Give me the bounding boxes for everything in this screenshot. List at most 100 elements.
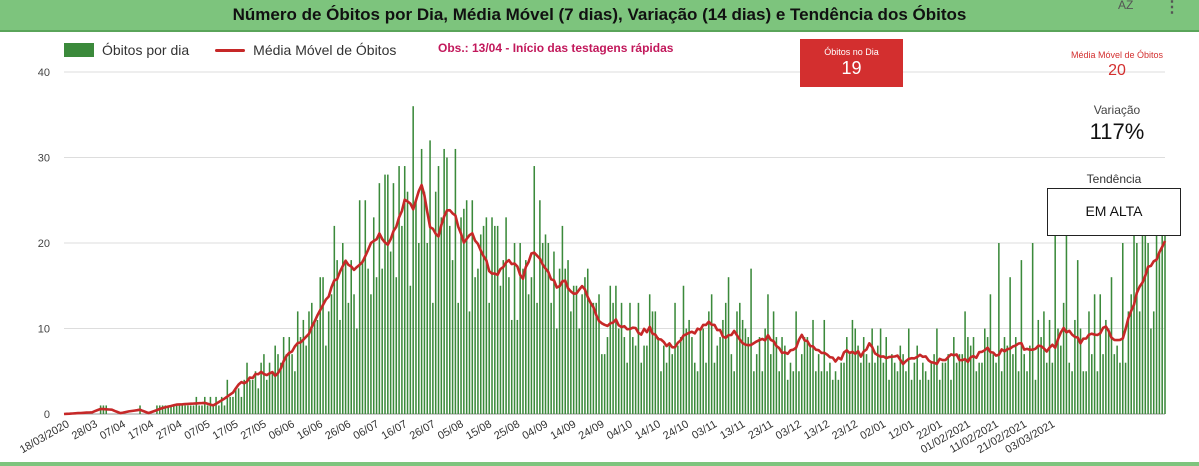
daily-death-bar [251, 379, 254, 414]
daily-death-bar [741, 319, 744, 414]
daily-death-bar [784, 345, 786, 414]
daily-death-bar [919, 379, 921, 414]
daily-death-bar [550, 302, 552, 414]
daily-death-bar [595, 302, 597, 414]
daily-death-bar [530, 277, 533, 414]
daily-death-bar [440, 217, 443, 414]
x-tick-label: 06/06 [267, 418, 297, 442]
daily-death-bar [1012, 354, 1014, 414]
daily-death-bar [274, 345, 276, 414]
daily-death-bar [541, 243, 544, 414]
x-tick-label: 16/06 [295, 418, 325, 442]
daily-death-bar [556, 328, 558, 414]
daily-death-bar [1130, 294, 1132, 414]
daily-death-bar [341, 243, 344, 414]
x-tick-label: 07/04 [98, 418, 128, 442]
x-tick-label: 17/05 [211, 418, 241, 442]
variation-value: 117% [1089, 119, 1145, 144]
daily-death-bar [708, 311, 710, 414]
daily-death-bar [967, 337, 969, 414]
daily-death-bar [767, 294, 769, 414]
daily-death-bar [539, 200, 541, 414]
daily-death-bar [1116, 345, 1118, 414]
daily-death-bar [403, 166, 406, 414]
daily-death-bar [161, 405, 164, 414]
daily-death-bar [1048, 319, 1051, 414]
daily-death-bar [1105, 319, 1107, 414]
daily-death-bar [972, 337, 975, 414]
daily-death-bar [446, 157, 448, 414]
daily-death-bar [491, 217, 493, 414]
daily-death-bar [795, 311, 797, 414]
daily-death-bar [398, 166, 400, 414]
daily-death-bar [522, 268, 524, 414]
daily-death-bar [1138, 311, 1141, 414]
x-tick-label: 16/07 [380, 418, 410, 442]
daily-death-bar [800, 354, 803, 414]
daily-death-bar [654, 311, 657, 414]
deaths-today-label: Óbitos no Dia [824, 47, 879, 57]
daily-death-bar [1071, 371, 1073, 414]
daily-death-bar [1158, 251, 1161, 414]
daily-death-bar [1082, 371, 1085, 414]
daily-death-bar [775, 337, 778, 414]
daily-death-bar [806, 337, 809, 414]
daily-death-bar [713, 362, 716, 414]
daily-death-bar [865, 354, 868, 414]
daily-death-bar [260, 362, 262, 414]
daily-death-bar [482, 225, 485, 414]
daily-death-bar [525, 260, 527, 414]
daily-death-bar [871, 328, 873, 414]
x-tick-label: 23/12 [830, 418, 860, 442]
daily-death-bar [998, 243, 1000, 414]
daily-death-bar [1068, 362, 1071, 414]
x-tick-label: 18/03/2020 [18, 418, 72, 456]
daily-death-bar [660, 371, 662, 414]
sort-icon[interactable]: AZ [1118, 0, 1134, 12]
daily-death-bar [350, 260, 352, 414]
daily-death-bar [387, 174, 389, 414]
daily-death-bar [344, 260, 347, 414]
daily-death-bar [705, 362, 707, 414]
daily-death-bar [189, 405, 192, 414]
daily-death-bar [902, 354, 904, 414]
daily-death-bar [710, 294, 713, 414]
x-tick-label: 28/03 [70, 418, 100, 442]
daily-death-bar [1088, 311, 1090, 414]
menu-icon[interactable]: ⋮ [1164, 0, 1180, 16]
daily-death-bar [223, 405, 226, 414]
daily-death-bar [316, 319, 319, 414]
daily-death-bar [401, 225, 403, 414]
daily-death-bar [578, 328, 581, 414]
daily-death-bar [1102, 354, 1104, 414]
daily-death-bar [280, 362, 282, 414]
daily-death-bar [358, 200, 361, 414]
daily-death-bar [567, 260, 569, 414]
daily-death-bar [916, 345, 918, 414]
daily-death-bar [254, 371, 257, 414]
daily-death-bar [612, 302, 614, 414]
daily-death-bar [944, 362, 947, 414]
daily-death-bar [415, 200, 417, 414]
daily-death-bar [854, 328, 857, 414]
daily-death-bar [789, 362, 792, 414]
daily-death-bar [1009, 277, 1011, 414]
daily-death-bar [175, 405, 178, 414]
legend-item-line: Média Móvel de Óbitos [215, 42, 396, 58]
daily-death-bar [181, 405, 184, 414]
daily-death-bar [953, 337, 955, 414]
daily-death-bar [451, 260, 454, 414]
daily-death-bar [1051, 362, 1054, 414]
daily-death-bar [851, 319, 854, 414]
daily-death-bar [598, 294, 600, 414]
y-tick-label: 10 [38, 324, 50, 336]
moving-avg-card: Média Móvel de Óbitos 20 [1067, 50, 1167, 80]
page-title: Número de Óbitos por Dia, Média Móvel (7… [232, 5, 967, 24]
daily-death-bar [879, 328, 882, 414]
daily-death-bar [513, 243, 516, 414]
daily-death-bar [288, 337, 291, 414]
daily-death-bar [291, 354, 293, 414]
daily-death-bar [896, 371, 899, 414]
daily-death-bar [184, 405, 186, 414]
daily-death-bar [265, 379, 268, 414]
